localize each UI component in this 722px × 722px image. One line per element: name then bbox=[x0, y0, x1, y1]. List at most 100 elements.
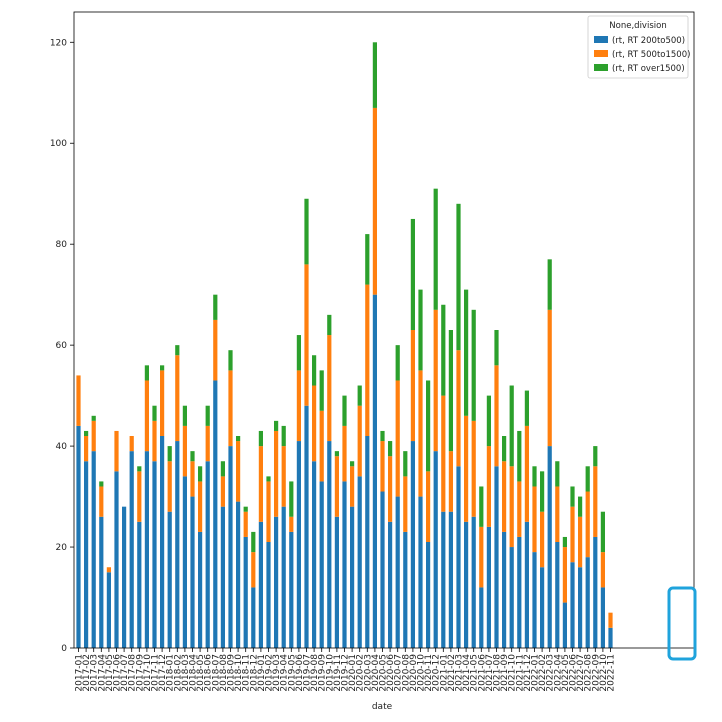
bar-segment bbox=[555, 542, 560, 648]
bar-segment bbox=[350, 461, 355, 467]
bar-segment bbox=[258, 430, 263, 447]
x-tick-label: 2020-10 bbox=[417, 654, 427, 692]
bar-segment bbox=[524, 425, 529, 522]
legend-entry: (rt, RT 500to1500) bbox=[612, 50, 690, 60]
bar-segment bbox=[456, 203, 461, 351]
bar-segment bbox=[228, 350, 233, 371]
bar-segment bbox=[190, 461, 195, 497]
bar-segment bbox=[175, 441, 180, 648]
bar-segment bbox=[304, 198, 309, 265]
x-axis: 2017-012017-022017-032017-042017-052017-… bbox=[75, 648, 617, 692]
bar-segment bbox=[380, 430, 385, 442]
bar-segment bbox=[456, 466, 461, 648]
bar-segment bbox=[365, 436, 370, 648]
bar-segment bbox=[540, 567, 545, 648]
bar-segment bbox=[213, 319, 218, 381]
x-tick-label: 2018-07 bbox=[211, 654, 221, 692]
bar-segment bbox=[593, 446, 598, 467]
bar-segment bbox=[205, 425, 210, 462]
highlight-box bbox=[667, 586, 697, 661]
legend-title: None,division bbox=[609, 21, 666, 31]
bar-segment bbox=[312, 461, 317, 648]
bar-segment bbox=[365, 284, 370, 436]
bar-segment bbox=[464, 415, 469, 522]
bar-segment bbox=[327, 441, 332, 648]
bar-segment bbox=[502, 531, 507, 648]
bar-segment bbox=[486, 526, 491, 648]
x-tick-label: 2019-07 bbox=[303, 654, 313, 692]
bar-segment bbox=[99, 481, 104, 487]
bar-segment bbox=[448, 511, 453, 648]
bar-segment bbox=[122, 506, 127, 648]
x-tick-label: 2020-09 bbox=[409, 654, 419, 692]
bar-segment bbox=[274, 516, 279, 648]
bar-segment bbox=[570, 562, 575, 648]
x-tick-label: 2022-10 bbox=[599, 654, 609, 692]
bar-segment bbox=[540, 511, 545, 568]
bar-segment bbox=[198, 481, 203, 532]
bar-segment bbox=[304, 405, 309, 648]
bar-segment bbox=[555, 461, 560, 487]
bar-segment bbox=[296, 370, 301, 442]
bar-segment bbox=[517, 536, 522, 648]
bar-segment bbox=[350, 466, 355, 507]
bar-segment bbox=[479, 587, 484, 648]
bar-segment bbox=[175, 345, 180, 356]
bar-segment bbox=[426, 380, 431, 472]
bar-segment bbox=[289, 516, 294, 532]
bar-segment bbox=[144, 365, 149, 381]
bar-segment bbox=[532, 486, 537, 553]
bar-segment bbox=[190, 496, 195, 648]
x-tick-label: 2021-04 bbox=[462, 654, 472, 692]
x-tick-label: 2019-08 bbox=[310, 654, 320, 692]
bar-segment bbox=[342, 395, 347, 426]
x-tick-label: 2022-11 bbox=[607, 654, 617, 692]
x-tick-label: 2022-08 bbox=[584, 654, 594, 692]
bar-segment bbox=[426, 471, 431, 542]
bar-segment bbox=[334, 516, 339, 648]
bar-segment bbox=[258, 446, 263, 522]
bar-segment bbox=[91, 420, 96, 452]
bar-segment bbox=[281, 506, 286, 648]
bar-segment bbox=[220, 476, 225, 507]
x-tick-label: 2021-08 bbox=[493, 654, 503, 692]
x-tick-label: 2022-02 bbox=[538, 654, 548, 692]
bar-segment bbox=[296, 441, 301, 648]
bar-segment bbox=[175, 355, 180, 442]
bar-segment bbox=[205, 405, 210, 426]
bar-segment bbox=[182, 425, 187, 477]
bar-segment bbox=[129, 451, 134, 648]
bar-segment bbox=[562, 536, 567, 548]
bar-segment bbox=[137, 466, 142, 472]
bar-segment bbox=[464, 521, 469, 648]
bar-segment bbox=[578, 567, 583, 648]
bar-segment bbox=[600, 552, 605, 588]
legend: None,division (rt, RT 200to500) (rt, RT 5… bbox=[587, 15, 690, 79]
bar-segment bbox=[448, 451, 453, 512]
bar-segment bbox=[106, 572, 111, 648]
bar-segment bbox=[160, 370, 165, 436]
bar-segment bbox=[388, 441, 393, 457]
x-tick-label: 2017-12 bbox=[158, 654, 168, 692]
bar-segment bbox=[479, 486, 484, 527]
bar-segment bbox=[334, 456, 339, 517]
bar-segment bbox=[304, 264, 309, 406]
x-tick-label: 2021-07 bbox=[485, 654, 495, 692]
bar-segment bbox=[76, 425, 81, 648]
x-tick-label: 2017-07 bbox=[120, 654, 130, 692]
bar-segment bbox=[152, 405, 157, 421]
x-tick-label: 2017-01 bbox=[75, 654, 85, 692]
bar-segment bbox=[600, 587, 605, 648]
bar-segment bbox=[167, 461, 172, 512]
x-tick-label: 2018-05 bbox=[196, 654, 206, 692]
bar-segment bbox=[289, 481, 294, 517]
bar-segment bbox=[471, 420, 476, 517]
bar-segment bbox=[456, 350, 461, 467]
bar-segment bbox=[114, 471, 119, 648]
bar-segment bbox=[395, 380, 400, 497]
y-axis: 0 20 40 60 80 100 120 bbox=[50, 38, 74, 654]
bar-segment bbox=[547, 446, 552, 648]
x-tick-label: 2019-06 bbox=[295, 654, 305, 692]
x-tick-label: 2019-04 bbox=[280, 654, 290, 692]
bar-segment bbox=[281, 446, 286, 507]
